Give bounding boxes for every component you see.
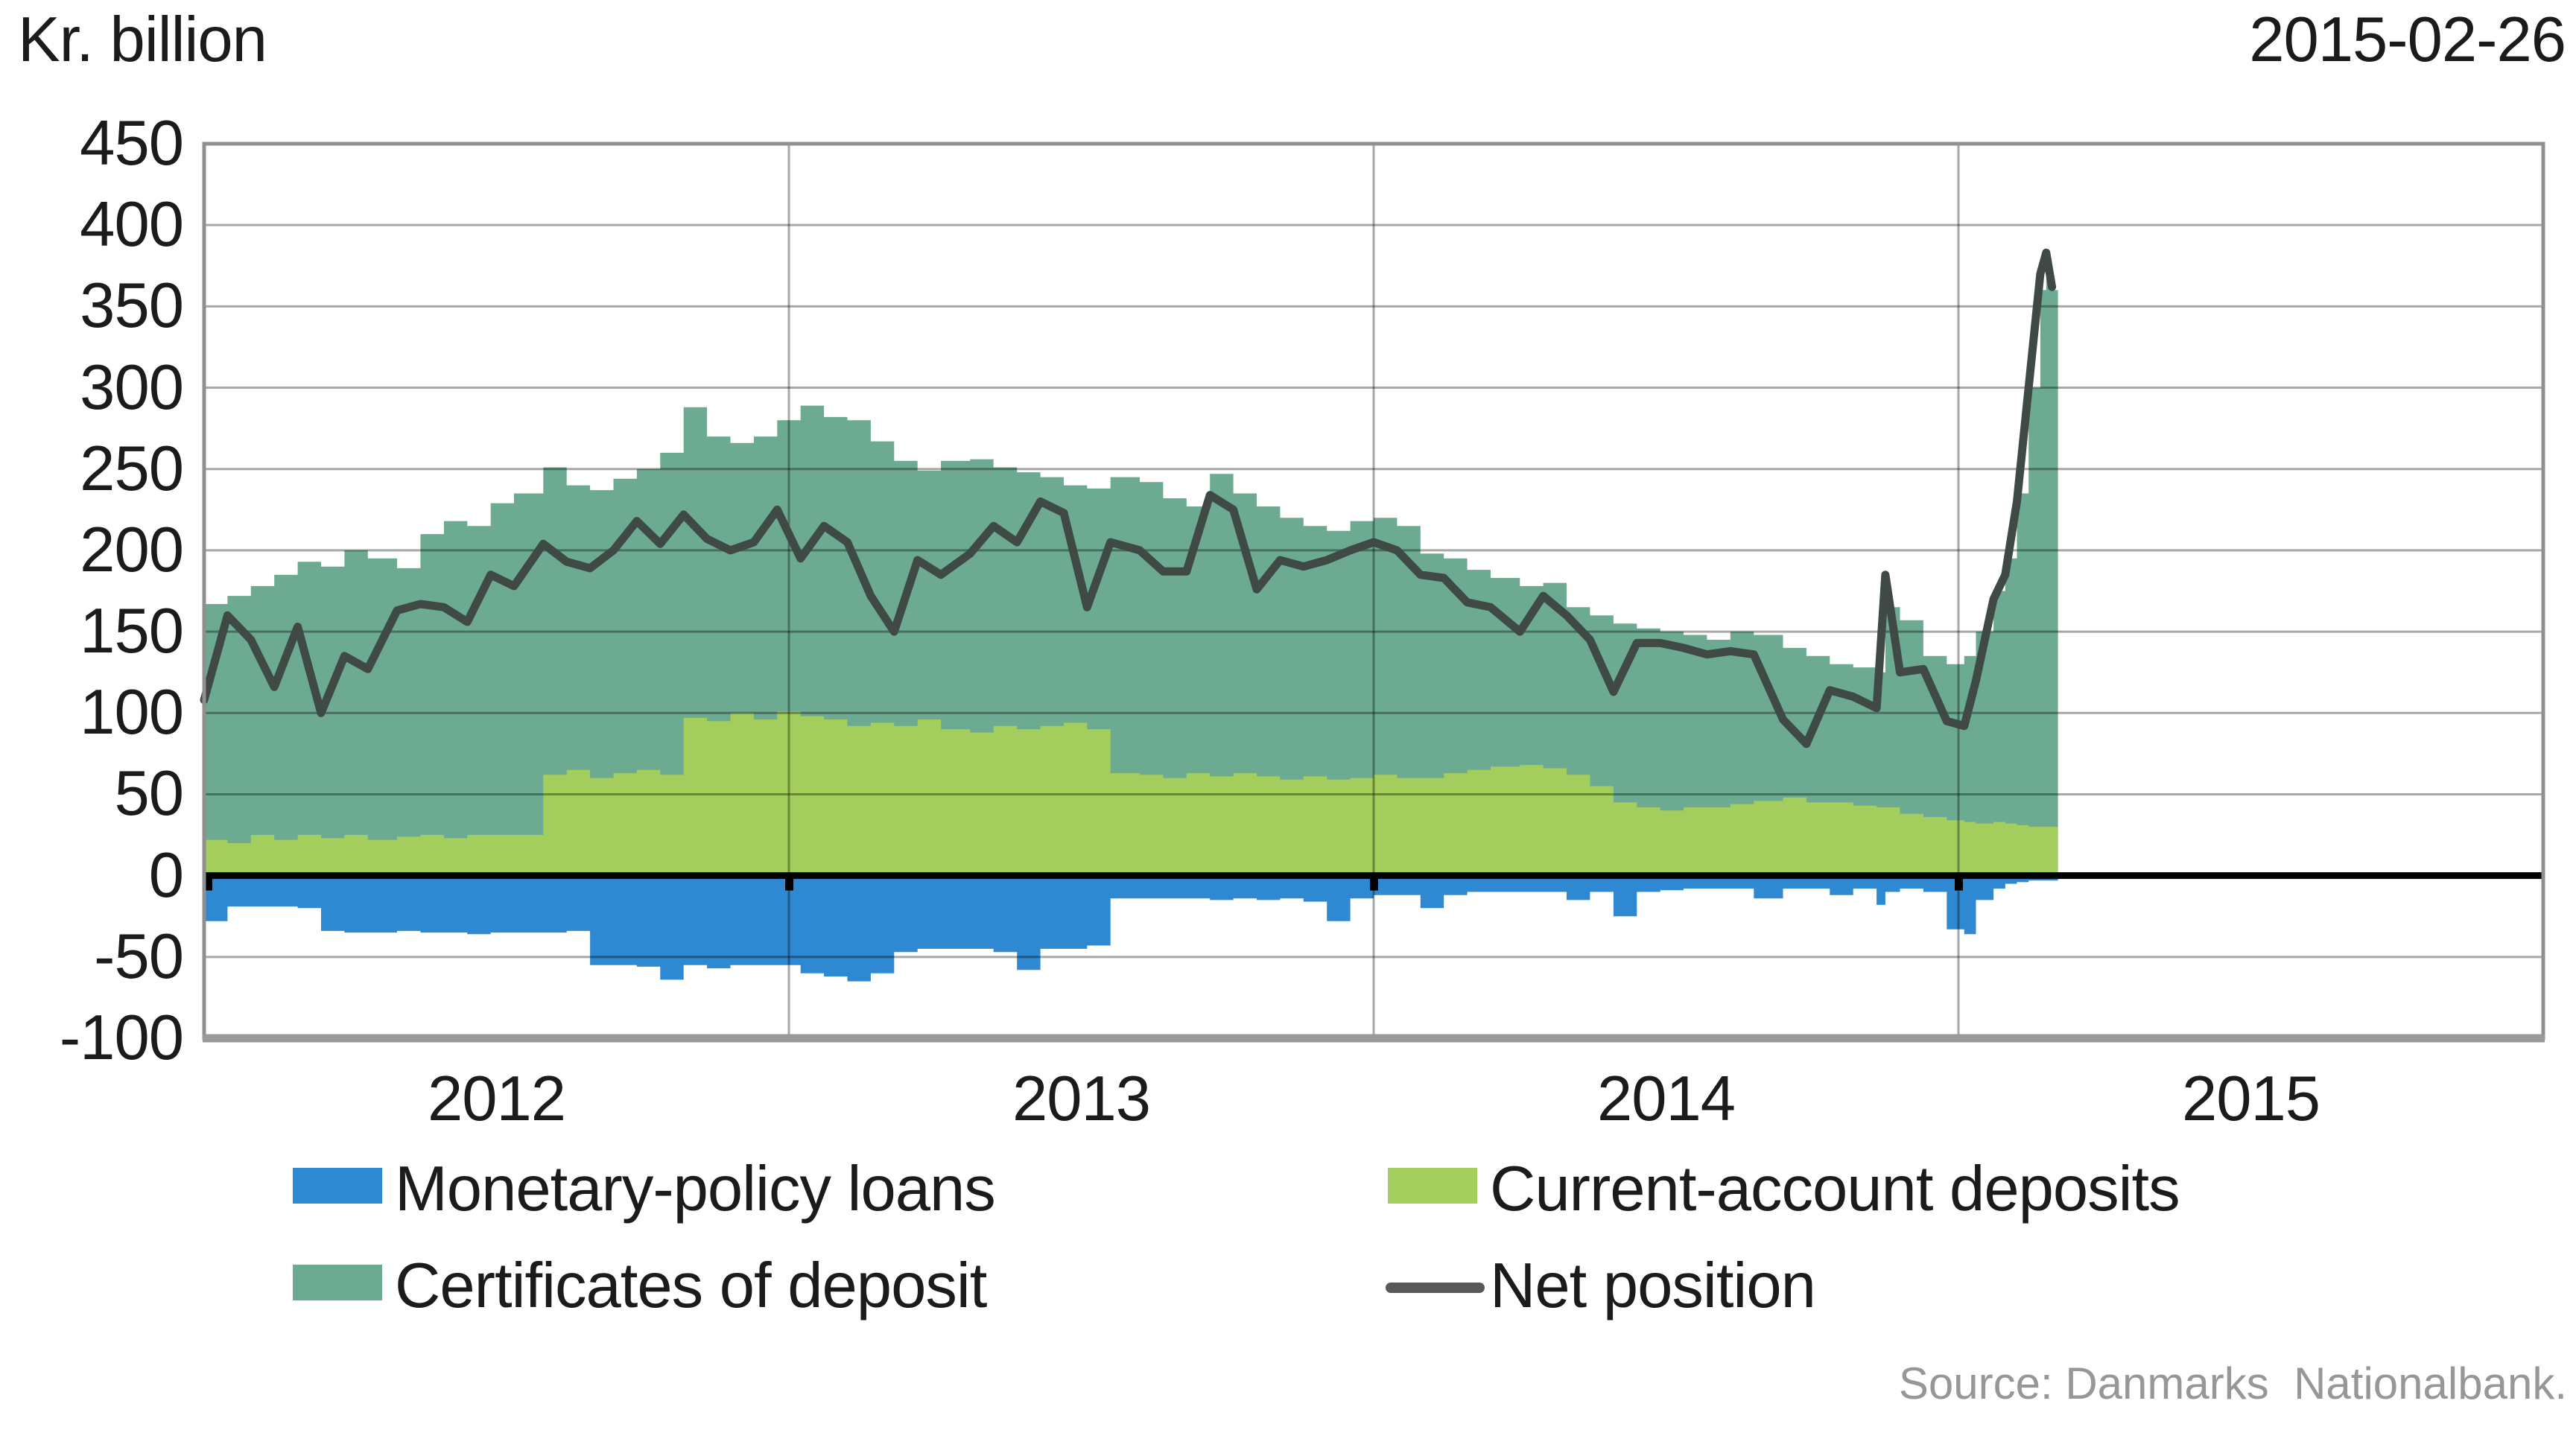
y-tick-label: 350 [80, 270, 184, 342]
legend-label-net-position: Net position [1490, 1251, 1816, 1321]
y-tick-label: 150 [80, 596, 184, 667]
source-attribution: Source: Danmarks Nationalbank. [1898, 1358, 2567, 1408]
legend-label-certificates-of-deposit: Certificates of deposit [395, 1251, 987, 1321]
x-tick-label: 2015 [2181, 1064, 2320, 1134]
legend-swatch-net-position-line [1386, 1283, 1485, 1293]
y-tick-label: 100 [80, 677, 184, 749]
y-axis-unit-label: Kr. billion [18, 4, 267, 75]
zero-axis-year-tick [785, 872, 793, 891]
x-tick-label: 2013 [1012, 1064, 1151, 1134]
area-certificates-of-deposit [204, 277, 2058, 876]
x-tick-label: 2014 [1596, 1064, 1736, 1134]
chart-date-label: 2015-02-26 [2249, 4, 2566, 75]
area-monetary-policy-loans [204, 875, 2058, 982]
y-tick-label: 0 [148, 839, 184, 911]
y-tick-label: 450 [80, 108, 184, 179]
zero-axis-year-tick [1955, 872, 1963, 891]
y-tick-label: -50 [94, 921, 184, 992]
y-tick-label: 300 [80, 352, 184, 423]
y-tick-label: 200 [80, 514, 184, 585]
zero-axis-year-tick [1370, 872, 1378, 891]
area-current-account-deposits [204, 711, 2058, 876]
legend-label-monetary-policy-loans: Monetary-policy loans [395, 1154, 996, 1224]
x-tick-label: 2012 [427, 1064, 566, 1134]
legend-swatch-monetary-policy-loans [293, 1168, 382, 1204]
y-tick-label: 400 [80, 189, 184, 261]
zero-axis-year-tick [204, 872, 212, 891]
legend-label-current-account-deposits: Current-account deposits [1490, 1154, 2180, 1224]
y-tick-label: 50 [114, 758, 184, 830]
net-position-line [200, 248, 2057, 749]
y-tick-label: 250 [80, 433, 184, 504]
legend-swatch-certificates-of-deposit [293, 1265, 382, 1300]
y-tick-label: -100 [59, 1002, 184, 1073]
legend-swatch-current-account-deposits [1388, 1168, 1477, 1204]
